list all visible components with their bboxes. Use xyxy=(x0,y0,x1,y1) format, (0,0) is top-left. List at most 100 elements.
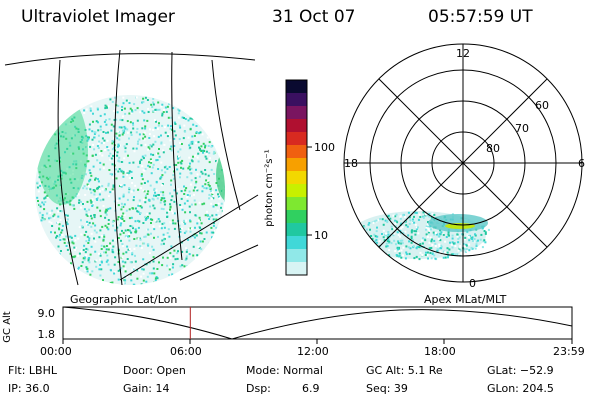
emission-pixel xyxy=(205,150,208,153)
emission-pixel xyxy=(169,127,172,130)
emission-pixel xyxy=(208,185,211,187)
emission-pixel xyxy=(170,116,173,119)
emission-pixel xyxy=(217,195,220,198)
emission-pixel xyxy=(392,227,395,230)
emission-pixel xyxy=(111,248,114,251)
emission-pixel xyxy=(151,106,154,108)
emission-pixel xyxy=(456,253,459,256)
emission-pixel xyxy=(150,222,152,224)
emission-pixel xyxy=(129,225,132,227)
emission-pixel xyxy=(96,159,99,162)
emission-pixel xyxy=(89,199,92,202)
emission-pixel xyxy=(369,228,371,231)
emission-pixel xyxy=(115,168,117,171)
emission-pixel xyxy=(169,266,172,269)
emission-pixel xyxy=(210,168,213,171)
emission-pixel xyxy=(167,124,170,127)
emission-pixel xyxy=(60,250,62,252)
emission-pixel xyxy=(358,235,361,238)
emission-pixel xyxy=(426,235,429,238)
emission-pixel xyxy=(147,190,150,193)
emission-pixel xyxy=(130,170,133,173)
emission-pixel xyxy=(162,208,165,211)
emission-pixel xyxy=(191,234,194,237)
emission-pixel xyxy=(117,269,120,272)
emission-pixel xyxy=(99,114,102,117)
emission-pixel xyxy=(479,238,482,241)
emission-pixel xyxy=(160,105,163,108)
emission-pixel xyxy=(172,263,175,266)
emission-pixel xyxy=(149,184,152,187)
emission-pixel xyxy=(418,246,421,249)
emission-pixel xyxy=(397,248,400,251)
geo-map-label: Geographic Lat/Lon xyxy=(70,293,178,306)
emission-pixel xyxy=(373,220,376,223)
emission-pixel xyxy=(135,96,138,99)
emission-pixel xyxy=(161,264,164,267)
emission-pixel xyxy=(107,223,110,225)
emission-pixel xyxy=(116,151,119,154)
emission-pixel xyxy=(204,155,207,158)
emission-pixel xyxy=(395,213,398,216)
emission-pixel xyxy=(204,173,207,176)
emission-pixel xyxy=(85,240,88,243)
emission-pixel xyxy=(118,138,121,141)
emission-pixel xyxy=(417,232,420,235)
emission-pixel xyxy=(399,215,402,218)
emission-pixel xyxy=(188,164,191,167)
emission-pixel xyxy=(191,117,194,120)
emission-pixel xyxy=(147,107,150,110)
polar-grid xyxy=(343,43,583,283)
emission-pixel xyxy=(456,233,459,236)
emission-pixel xyxy=(458,247,461,250)
emission-pixel xyxy=(39,182,42,185)
emission-pixel xyxy=(201,133,204,136)
emission-pixel xyxy=(407,211,410,214)
emission-pixel xyxy=(107,182,110,185)
emission-pixel xyxy=(161,103,164,106)
emission-pixel xyxy=(444,240,447,243)
emission-pixel xyxy=(122,212,125,215)
emission-pixel xyxy=(100,268,103,271)
emission-pixel xyxy=(196,173,199,176)
xtick-label: 18:00 xyxy=(424,345,456,358)
emission-pixel xyxy=(105,245,108,247)
emission-pixel xyxy=(159,177,162,180)
emission-pixel xyxy=(376,235,379,238)
emission-pixel xyxy=(103,113,106,116)
emission-pixel xyxy=(197,160,200,163)
emission-pixel xyxy=(146,119,149,122)
emission-pixel xyxy=(147,244,150,247)
emission-pixel xyxy=(104,107,107,110)
emission-pixel xyxy=(114,229,117,232)
emission-pixel xyxy=(408,240,411,243)
emission-pixel xyxy=(88,179,91,182)
emission-pixel xyxy=(137,188,140,191)
emission-pixel xyxy=(107,248,110,251)
emission-pixel xyxy=(158,108,161,111)
emission-pixel xyxy=(399,239,402,242)
emission-pixel xyxy=(100,260,103,263)
emission-pixel xyxy=(108,154,111,157)
emission-pixel xyxy=(103,120,106,123)
emission-pixel xyxy=(123,125,126,128)
emission-pixel xyxy=(412,239,415,242)
emission-pixel xyxy=(143,131,146,134)
emission-pixel xyxy=(471,240,474,242)
emission-pixel xyxy=(402,232,405,234)
altitude-frame xyxy=(62,306,573,340)
emission-pixel xyxy=(82,203,84,205)
emission-pixel xyxy=(57,215,60,218)
emission-pixel xyxy=(459,245,462,247)
emission-pixel xyxy=(121,119,124,122)
emission-pixel xyxy=(442,256,445,259)
emission-pixel xyxy=(439,239,442,242)
emission-pixel xyxy=(127,248,130,251)
emission-pixel xyxy=(106,146,109,148)
emission-pixel xyxy=(466,230,469,233)
emission-pixel xyxy=(182,137,185,140)
emission-pixel xyxy=(410,235,413,238)
emission-pixel xyxy=(194,142,197,145)
emission-pixel xyxy=(92,120,94,123)
emission-pixel xyxy=(113,271,116,274)
